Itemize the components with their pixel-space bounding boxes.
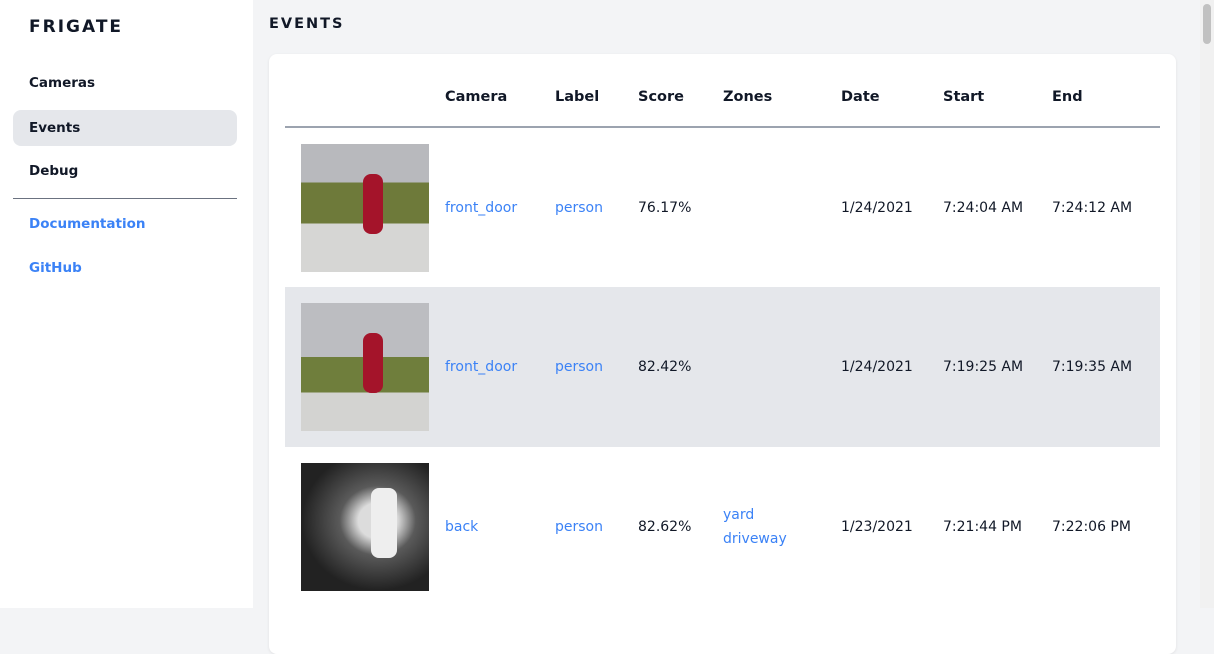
zones [723, 287, 841, 447]
start-time: 7:24:04 AM [943, 199, 1024, 216]
col-zones: Zones [723, 54, 841, 128]
table-header: Camera Label Score Zones Date Start End [285, 54, 1160, 128]
end-time: 7:22:06 PM [1052, 519, 1131, 535]
col-score: Score [638, 54, 723, 128]
brand-logo[interactable]: FRIGATE [29, 17, 124, 37]
col-date: Date [841, 54, 943, 128]
col-start: Start [943, 54, 1052, 128]
zones: yard driveway [723, 447, 841, 607]
score: 82.62% [638, 519, 692, 535]
sidebar-link-documentation[interactable]: Documentation [29, 216, 146, 232]
events-card: Camera Label Score Zones Date Start End … [269, 54, 1176, 654]
camera-link[interactable]: front_door [445, 287, 555, 447]
event-thumbnail[interactable] [301, 463, 429, 591]
col-end: End [1052, 54, 1160, 128]
col-thumbnail [285, 54, 445, 128]
date: 1/24/2021 [841, 199, 913, 216]
event-thumbnail[interactable] [301, 143, 429, 272]
date: 1/24/2021 [841, 287, 943, 447]
zone-link-yard[interactable]: yard [723, 507, 755, 523]
score: 82.42% [638, 287, 723, 447]
start-time: 7:21:44 PM [943, 519, 1022, 535]
scrollbar[interactable] [1200, 0, 1214, 608]
table-row[interactable]: back person 82.62% yard driveway 1/23/20… [285, 447, 1160, 607]
zones [723, 127, 841, 287]
table-row[interactable]: front_door person 76.17% 1/24/2021 7:24:… [285, 127, 1160, 287]
score: 76.17% [638, 199, 692, 216]
label-link[interactable]: person [555, 199, 603, 216]
table-row[interactable]: front_door person 82.42% 1/24/2021 7:19:… [285, 287, 1160, 447]
end-time: 7:24:12 AM [1052, 199, 1133, 216]
sidebar-link-github[interactable]: GitHub [29, 260, 82, 276]
sidebar-item-debug[interactable]: Debug [29, 163, 79, 179]
sidebar-item-events[interactable]: Events [13, 110, 237, 146]
col-label: Label [555, 54, 638, 128]
events-table: Camera Label Score Zones Date Start End … [285, 54, 1160, 607]
camera-link[interactable]: back [445, 519, 479, 535]
camera-link[interactable]: front_door [445, 199, 518, 216]
label-link[interactable]: person [555, 519, 603, 535]
start-time: 7:19:25 AM [943, 287, 1052, 447]
sidebar-divider [13, 198, 237, 199]
sidebar: FRIGATE Cameras Events Debug Documentati… [0, 0, 253, 608]
page-title: EVENTS [269, 16, 345, 32]
scrollbar-thumb[interactable] [1203, 4, 1211, 44]
date: 1/23/2021 [841, 519, 913, 535]
col-camera: Camera [445, 54, 555, 128]
sidebar-item-cameras[interactable]: Cameras [29, 75, 96, 91]
zone-link-driveway[interactable]: driveway [723, 531, 787, 547]
event-thumbnail[interactable] [301, 303, 429, 431]
end-time: 7:19:35 AM [1052, 287, 1160, 447]
label-link[interactable]: person [555, 287, 638, 447]
